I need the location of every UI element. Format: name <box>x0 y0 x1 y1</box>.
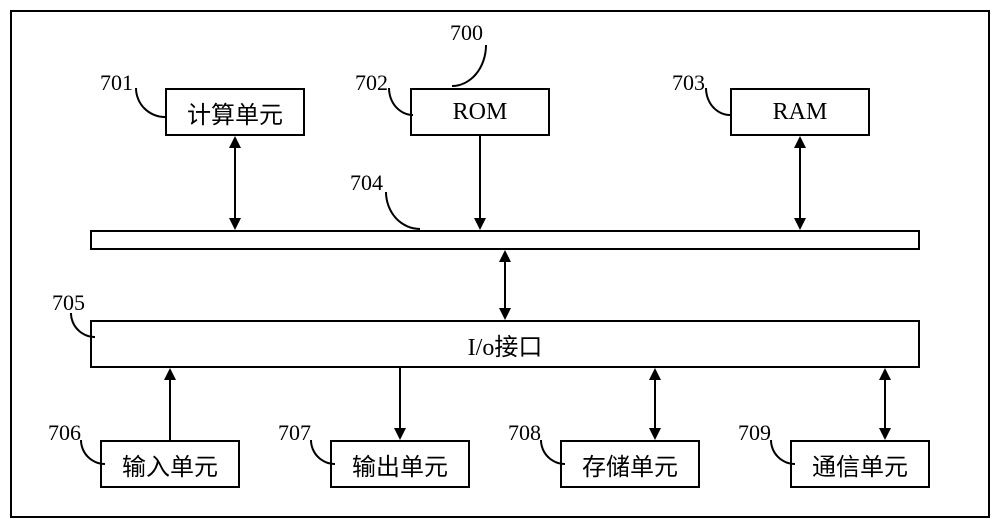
arrow-storage-io <box>647 368 663 440</box>
ram-label: RAM <box>773 99 828 126</box>
label-703: 703 <box>672 70 705 96</box>
arrow-comm-io <box>877 368 893 440</box>
label-702: 702 <box>355 70 388 96</box>
io-interface-label: I/o接口 <box>468 327 543 362</box>
input-unit-label: 输入单元 <box>122 447 218 482</box>
arrow-compute-bus <box>227 136 243 230</box>
label-709: 709 <box>738 420 771 446</box>
output-unit-box: 输出单元 <box>330 440 470 488</box>
arrow-rom-bus <box>472 136 488 230</box>
label-707: 707 <box>278 420 311 446</box>
rom-box: ROM <box>410 88 550 136</box>
comm-unit-box: 通信单元 <box>790 440 930 488</box>
compute-unit-box: 计算单元 <box>165 88 305 136</box>
label-704: 704 <box>350 170 383 196</box>
arrow-input-io <box>162 368 178 440</box>
arrow-ram-bus <box>792 136 808 230</box>
label-708: 708 <box>508 420 541 446</box>
input-unit-box: 输入单元 <box>100 440 240 488</box>
label-706: 706 <box>48 420 81 446</box>
label-700: 700 <box>450 20 483 46</box>
label-701: 701 <box>100 70 133 96</box>
output-unit-label: 输出单元 <box>352 447 448 482</box>
comm-unit-label: 通信单元 <box>812 447 908 482</box>
compute-unit-label: 计算单元 <box>187 95 283 130</box>
arrow-bus-io <box>497 250 513 320</box>
rom-label: ROM <box>453 99 508 126</box>
arrow-output-io <box>392 368 408 440</box>
bus-bar <box>90 230 920 250</box>
io-interface-box: I/o接口 <box>90 320 920 368</box>
storage-unit-label: 存储单元 <box>582 447 678 482</box>
storage-unit-box: 存储单元 <box>560 440 700 488</box>
ram-box: RAM <box>730 88 870 136</box>
